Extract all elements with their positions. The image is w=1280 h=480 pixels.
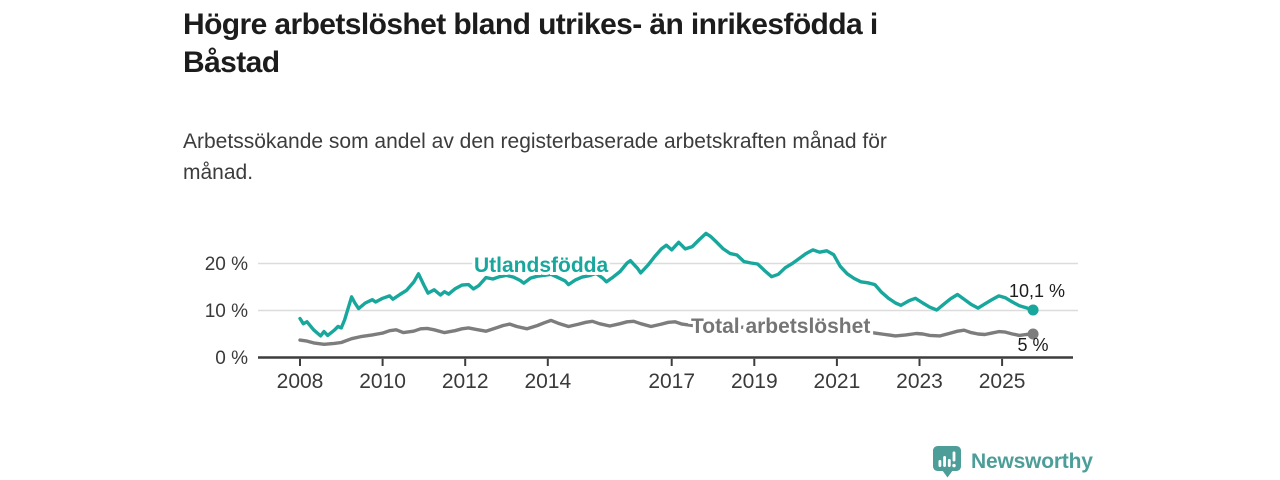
x-tick-label-2023: 2023 <box>896 370 943 393</box>
x-tick-label-2021: 2021 <box>814 370 861 393</box>
series-label-utlandsfodda: Utlandsfödda <box>474 254 608 277</box>
chart-subtitle: Arbetssökande som andel av den registerb… <box>183 126 887 188</box>
subtitle-line-2: månad. <box>183 161 254 184</box>
end-value-label-total: 5 % <box>1017 335 1048 355</box>
x-tick-label-2017: 2017 <box>648 370 695 393</box>
gridlines-layer: 0 % 10 % 20 % <box>205 254 1078 369</box>
newsworthy-bubble-chart-icon <box>933 446 961 478</box>
y-tick-label-0: 0 % <box>215 348 248 369</box>
title-line-1: Högre arbetslöshet bland utrikes- än inr… <box>183 8 878 41</box>
title-line-2: Båstad <box>183 46 280 79</box>
y-tick-label-10: 10 % <box>205 301 248 322</box>
series-layer <box>298 231 1039 346</box>
series-label-total-arbetsloshet: Total arbetslöshet <box>691 315 870 338</box>
x-tick-label-2019: 2019 <box>731 370 778 393</box>
x-tick-label-2008: 2008 <box>277 370 324 393</box>
subtitle-line-1: Arbetssökande som andel av den registerb… <box>183 130 887 153</box>
newsworthy-logo[interactable]: Newsworthy <box>932 445 1093 478</box>
x-tick-label-2010: 2010 <box>359 370 406 393</box>
series-line-utlandsfodda <box>298 231 1035 338</box>
newsworthy-wordmark: Newsworthy <box>971 449 1093 473</box>
series-end-dot-total <box>1027 328 1039 340</box>
y-tick-label-20: 20 % <box>205 254 248 275</box>
x-tick-label-2014: 2014 <box>524 370 571 393</box>
x-tick-label-2025: 2025 <box>979 370 1026 393</box>
axis-layer: 2008 2010 2012 2014 2017 2019 2021 2023 2025 <box>258 356 1073 393</box>
series-end-dot-utlandsfodda <box>1027 304 1039 316</box>
x-tick-label-2012: 2012 <box>442 370 489 393</box>
series-line-total <box>298 318 1035 346</box>
end-value-label-utlandsfodda: 10,1 % <box>1009 281 1065 301</box>
page-title: Högre arbetslöshet bland utrikes- än inr… <box>183 6 878 82</box>
